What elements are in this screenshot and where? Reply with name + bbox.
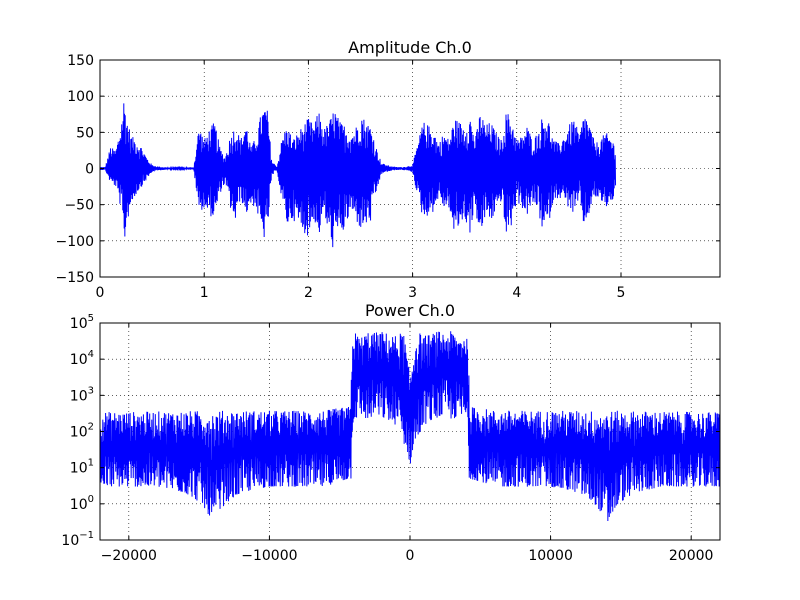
x-tick-label: −20000 — [101, 548, 157, 564]
y-tick-label: 103 — [70, 385, 94, 404]
amplitude-series — [99, 103, 617, 248]
amplitude-ticks: 0 1 2 3 4 5 −150 −100 −50 0 50 100 150 — [56, 53, 720, 301]
x-tick-label: −10000 — [241, 548, 297, 564]
y-tick-label: 104 — [70, 349, 94, 368]
y-tick-label: 150 — [67, 53, 94, 69]
x-tick-label: 10000 — [528, 548, 573, 564]
power-title: Power Ch.0 — [365, 301, 455, 320]
y-tick-label: 102 — [70, 422, 94, 441]
power-subplot: Power Ch.0 −20000 −10000 0 10000 20000 10−1 10… — [61, 301, 721, 564]
y-tick-label: −150 — [56, 270, 94, 286]
amplitude-title: Amplitude Ch.0 — [348, 38, 472, 57]
x-tick-label: 4 — [512, 285, 521, 301]
x-tick-label: 3 — [408, 285, 417, 301]
y-tick-label: −50 — [64, 198, 94, 214]
x-tick-label: 0 — [96, 285, 105, 301]
y-tick-label: 101 — [70, 458, 94, 477]
power-series — [99, 331, 721, 522]
y-tick-label: 100 — [67, 89, 94, 105]
amplitude-subplot: Amplitude Ch.0 0 1 2 3 4 5 −150 −100 −50 0 50 100 15… — [56, 38, 721, 301]
y-tick-label: −100 — [56, 234, 94, 250]
x-tick-label: 2 — [304, 285, 313, 301]
power-ticks: −20000 −10000 0 10000 20000 10−1 100 101 102 103 1… — [61, 313, 720, 564]
y-tick-label: 0 — [85, 162, 94, 178]
x-tick-label: 5 — [617, 285, 626, 301]
series-line — [99, 331, 721, 522]
y-tick-label: 105 — [70, 313, 94, 332]
x-tick-label: 0 — [406, 548, 415, 564]
x-tick-label: 1 — [200, 285, 209, 301]
x-tick-label: 20000 — [669, 548, 714, 564]
y-tick-label: 100 — [70, 494, 94, 513]
y-tick-label: 10−1 — [61, 530, 94, 549]
y-tick-label: 50 — [76, 125, 94, 141]
series-line — [99, 103, 617, 248]
